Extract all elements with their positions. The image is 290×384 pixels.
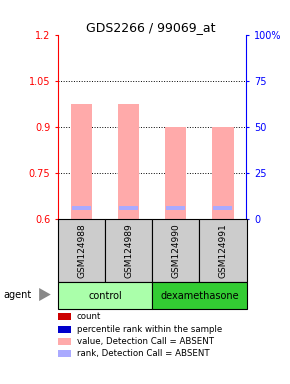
Bar <box>58 282 152 309</box>
Bar <box>105 219 152 282</box>
Text: GSM124991: GSM124991 <box>218 223 227 278</box>
Text: GSM124988: GSM124988 <box>77 223 86 278</box>
Text: control: control <box>88 291 122 301</box>
Bar <box>213 206 233 210</box>
Bar <box>72 206 91 210</box>
Bar <box>58 219 105 282</box>
Text: rank, Detection Call = ABSENT: rank, Detection Call = ABSENT <box>77 349 209 358</box>
Text: agent: agent <box>3 290 31 300</box>
Bar <box>200 219 246 282</box>
Text: GDS2266 / 99069_at: GDS2266 / 99069_at <box>86 21 215 34</box>
Bar <box>166 206 185 210</box>
Text: value, Detection Call = ABSENT: value, Detection Call = ABSENT <box>77 337 214 346</box>
Text: percentile rank within the sample: percentile rank within the sample <box>77 324 222 334</box>
Text: GSM124990: GSM124990 <box>171 223 180 278</box>
Text: count: count <box>77 312 101 321</box>
Bar <box>118 104 139 219</box>
Text: GSM124989: GSM124989 <box>124 223 133 278</box>
Bar <box>152 219 200 282</box>
Bar <box>212 127 233 219</box>
Bar <box>119 206 138 210</box>
Bar <box>152 282 246 309</box>
Text: dexamethasone: dexamethasone <box>160 291 239 301</box>
Bar <box>71 104 92 219</box>
Bar <box>165 127 186 219</box>
